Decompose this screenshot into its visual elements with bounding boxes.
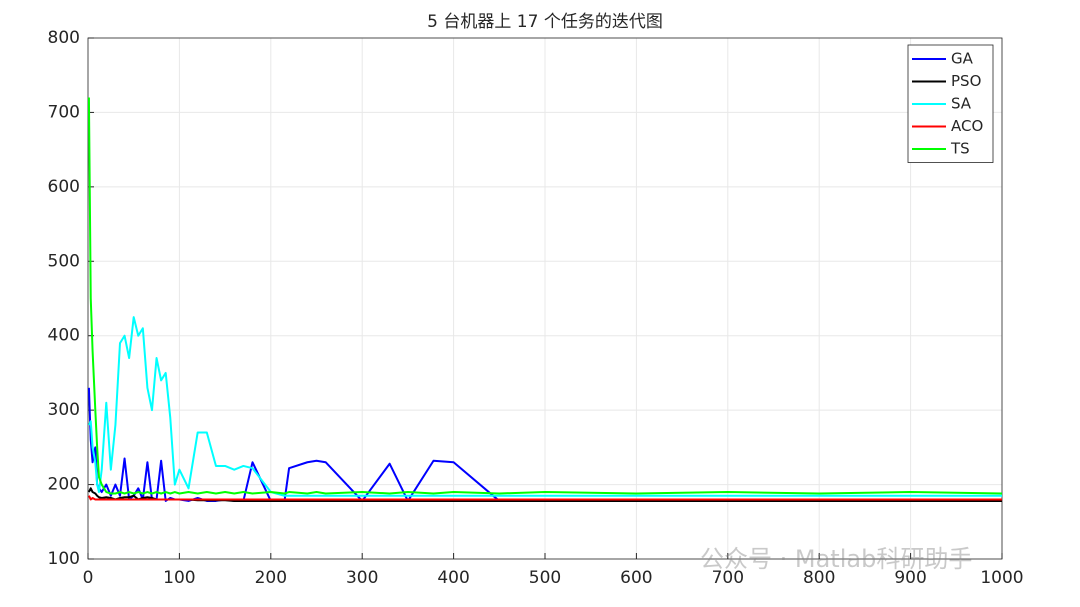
x-tick-label: 800	[803, 568, 835, 588]
y-tick-label: 500	[48, 251, 80, 271]
x-tick-label: 200	[255, 568, 287, 588]
series-line	[88, 316, 1002, 497]
x-tick-label: 0	[83, 568, 94, 588]
legend-label: TS	[950, 140, 970, 158]
y-tick-label: 400	[48, 326, 80, 346]
x-tick-label: 1000	[980, 568, 1023, 588]
x-tick-label: 600	[620, 568, 652, 588]
x-tick-label: 700	[712, 568, 744, 588]
y-tick-label: 800	[48, 28, 80, 48]
legend-label: PSO	[951, 72, 981, 90]
series-line	[87, 97, 1003, 495]
x-tick-label: 900	[894, 568, 926, 588]
x-tick-label: 500	[529, 568, 561, 588]
x-tick-label: 100	[163, 568, 195, 588]
legend-label: GA	[951, 50, 974, 68]
plot-frame	[87, 37, 1003, 560]
x-tick-label: 400	[437, 568, 469, 588]
legend-label: SA	[951, 95, 972, 113]
chart-title: 5 台机器上 17 个任务的迭代图	[427, 12, 663, 32]
legend-label: ACO	[951, 117, 983, 135]
y-tick-label: 600	[48, 177, 80, 197]
watermark: 公众号 · Matlab科研助手	[700, 545, 972, 573]
y-tick-label: 300	[48, 400, 80, 420]
y-tick-label: 100	[48, 549, 80, 569]
y-tick-label: 200	[48, 475, 80, 495]
series-line	[88, 495, 1002, 501]
x-tick-label: 300	[346, 568, 378, 588]
y-tick-label: 700	[48, 102, 80, 122]
